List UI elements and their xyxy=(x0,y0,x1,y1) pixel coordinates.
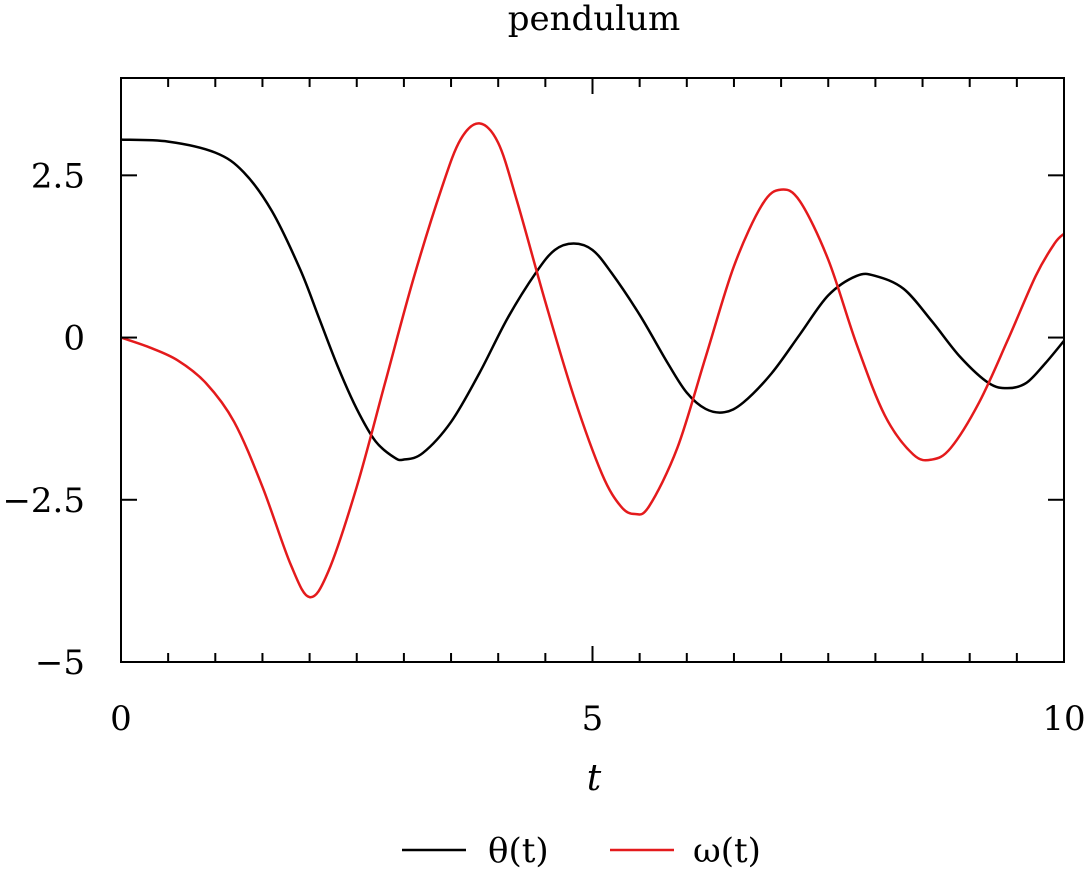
series-line-0 xyxy=(121,140,1064,460)
y-tick-label: 2.5 xyxy=(31,156,85,196)
y-tick-label: −5 xyxy=(35,643,85,683)
x-tick-label: 10 xyxy=(1042,699,1085,739)
x-tick-label: 0 xyxy=(110,699,132,739)
plot-frame xyxy=(121,78,1064,662)
y-tick-label: −2.5 xyxy=(2,481,85,521)
legend-label-0: θ(t) xyxy=(488,831,549,871)
x-axis-label: t xyxy=(587,758,602,799)
y-tick-label: 0 xyxy=(63,319,85,359)
x-tick-label: 5 xyxy=(582,699,604,739)
legend: θ(t) ω(t) xyxy=(402,831,761,871)
chart-title: pendulum xyxy=(508,0,680,39)
legend-label-1: ω(t) xyxy=(693,831,761,871)
